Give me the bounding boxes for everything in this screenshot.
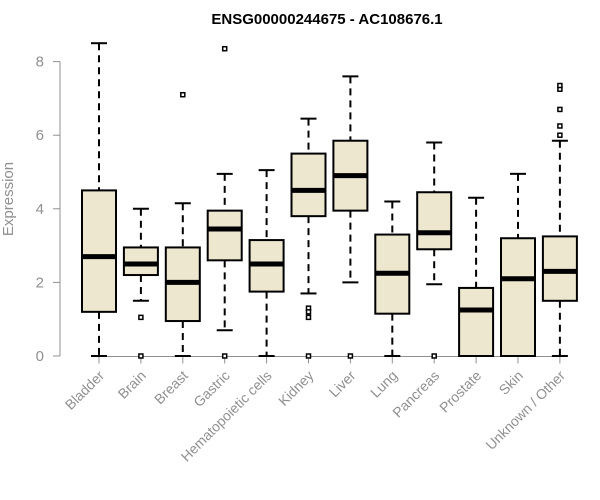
x-tick-label: Pancreas [389,367,442,420]
outlier-point [431,353,437,359]
iqr-box [122,246,159,277]
x-tick-label: Liver [326,367,359,400]
box-brain [122,207,159,359]
box-hematopoietic-cells [248,169,285,357]
outlier-point [305,314,312,321]
outlier-point [347,353,354,359]
x-tick-label: Prostate [436,367,484,415]
box-kidney [290,117,327,359]
y-tick-label: 2 [36,274,44,291]
box-pancreas [416,141,453,359]
box-bladder [81,42,117,357]
iqr-box [416,191,453,251]
y-tick-label: 4 [36,201,44,218]
box-prostate [458,196,495,358]
box-liver [332,75,369,359]
box-breast [164,91,201,357]
x-tick-label: Unknown / Other [482,367,568,453]
box-lung [374,200,411,357]
x-tick-label: Kidney [275,367,317,409]
outlier-point [305,309,312,315]
iqr-box [206,209,243,262]
iqr-box [290,152,327,218]
x-tick-label: Lung [367,367,400,400]
outlier-point [557,106,563,113]
iqr-box [500,237,536,358]
outlier-point [221,353,228,359]
outlier-point [138,353,144,359]
outlier-point [180,91,186,98]
y-axis: 0 2 4 6 8 [36,54,61,365]
iqr-box [541,235,578,302]
outlier-point [221,45,228,52]
y-axis-label: Expression [0,162,17,236]
outlier-point [557,132,563,138]
box-unknown-other [541,82,578,357]
y-tick-label: 8 [36,54,44,71]
plot-area [81,42,578,359]
iqr-box [458,286,495,358]
outlier-point [138,314,144,321]
box-gastric [206,45,243,359]
outlier-point [557,82,563,89]
x-tick-label: Brain [115,367,149,401]
outlier-point [557,123,563,129]
box-skin [500,172,536,358]
y-tick-label: 0 [36,348,44,365]
outlier-point [305,353,312,359]
chart-title: ENSG00000244675 - AC108676.1 [211,11,442,28]
iqr-box [81,189,117,313]
x-tick-label: Bladder [62,367,108,413]
x-tick-label: Breast [151,367,191,407]
x-tick-label: Skin [496,367,527,398]
y-tick-label: 6 [36,127,44,144]
